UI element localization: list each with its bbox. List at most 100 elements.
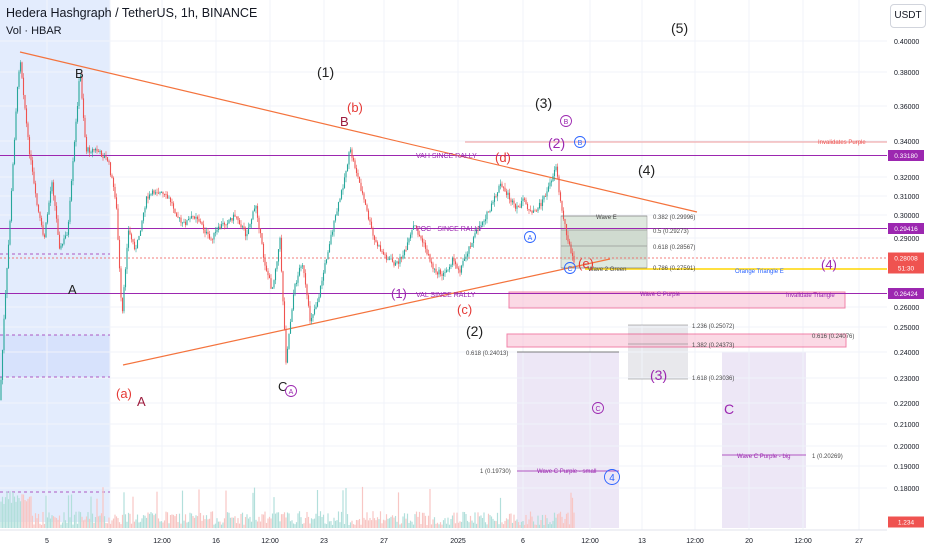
volume-bar xyxy=(463,512,466,528)
candle-body xyxy=(138,235,140,241)
candle-body xyxy=(294,283,296,295)
volume-bar xyxy=(256,521,259,528)
candle-body xyxy=(379,245,382,251)
candle-body xyxy=(177,216,179,218)
candle-body xyxy=(180,217,182,223)
candle-body xyxy=(439,269,442,275)
candle-body xyxy=(405,249,407,251)
price-tag-bg xyxy=(888,516,924,528)
candle-body xyxy=(78,81,80,107)
volume-bar xyxy=(439,522,442,528)
volume-bar xyxy=(84,519,86,528)
volume-bar xyxy=(163,520,166,528)
volume-bar xyxy=(102,487,104,528)
volume-bar xyxy=(450,519,452,528)
candle-body xyxy=(318,296,320,303)
candle-body xyxy=(361,190,364,194)
candle-body xyxy=(313,309,316,315)
volume-bar xyxy=(411,521,413,528)
candle-body xyxy=(258,217,260,229)
volume-bar xyxy=(477,512,479,528)
volume-bar xyxy=(265,522,268,528)
volume-bar xyxy=(255,519,257,528)
volume-bar xyxy=(138,522,140,528)
candle-body xyxy=(54,195,56,206)
volume-bar xyxy=(286,512,289,528)
candle-body xyxy=(426,248,428,255)
volume-bar xyxy=(295,522,298,528)
volume-bar xyxy=(340,511,343,528)
volume-bar xyxy=(13,496,16,528)
candle-body xyxy=(277,249,280,262)
volume-bar xyxy=(546,518,548,528)
volume-bar xyxy=(159,521,161,528)
candle-body xyxy=(216,229,218,232)
candle-body xyxy=(271,287,274,289)
volume-bar xyxy=(465,514,467,528)
circled-b-1: B xyxy=(564,119,569,126)
volume-bar xyxy=(307,516,310,528)
volume-bar xyxy=(19,501,22,528)
candle-body xyxy=(504,187,506,192)
volume-bar xyxy=(480,515,482,528)
volume-bar xyxy=(151,513,154,528)
volume-bar xyxy=(319,511,322,528)
candle-body xyxy=(460,265,463,273)
time-tick-label: 12:00 xyxy=(686,538,704,545)
candle-body xyxy=(529,210,532,212)
price-tick-label: 0.18000 xyxy=(894,486,919,493)
candle-body xyxy=(118,239,121,269)
time-axis[interactable] xyxy=(0,530,887,550)
candle-body xyxy=(516,205,518,209)
candle-body xyxy=(466,253,469,257)
volume-bar xyxy=(180,523,182,528)
volume-bar xyxy=(148,513,151,528)
volume-bar xyxy=(547,524,550,528)
candle-body xyxy=(435,268,437,273)
price-tick-label: 0.25000 xyxy=(894,325,919,332)
candle-body xyxy=(478,225,481,231)
volume-bar xyxy=(409,520,412,528)
candle-body xyxy=(354,160,356,168)
volume-bar xyxy=(57,519,59,528)
circle-a-2 xyxy=(524,231,536,243)
candle-body xyxy=(99,150,101,153)
candle-body xyxy=(130,234,133,240)
candle-body xyxy=(418,234,421,237)
volume-bar xyxy=(187,521,190,528)
volume-bar xyxy=(109,523,112,528)
volume-bar xyxy=(556,514,559,528)
candle-body xyxy=(285,329,287,363)
candle-body xyxy=(255,206,257,209)
volume-bar xyxy=(384,520,386,528)
price-tick-label: 0.26000 xyxy=(894,305,919,312)
orange-triangle-e-label: Orange Triangle E xyxy=(735,269,784,275)
candle-body xyxy=(513,200,515,204)
volume-bar xyxy=(325,524,328,528)
volume-bar xyxy=(310,518,313,528)
candle-body xyxy=(340,190,343,199)
volume-bar xyxy=(3,503,5,528)
volume-bar xyxy=(220,524,223,528)
candle-body xyxy=(90,152,92,154)
volume-bar xyxy=(45,495,47,528)
volume-bar xyxy=(79,512,82,528)
circle-4 xyxy=(604,469,620,485)
wave-c-small-level-label: 1 (0.19730) xyxy=(480,469,511,475)
candle-body xyxy=(13,139,16,165)
volume-bar xyxy=(277,512,280,528)
candle-body xyxy=(543,196,545,200)
currency-button[interactable]: USDT xyxy=(890,4,926,28)
candle-body xyxy=(117,208,119,240)
candle-body xyxy=(454,261,457,265)
volume-bar xyxy=(123,492,125,528)
price-tick-label: 0.38000 xyxy=(894,70,919,77)
volume-bar xyxy=(453,512,455,528)
volume-indicator-label[interactable]: Vol · HBAR xyxy=(6,25,62,37)
candle-body xyxy=(357,172,359,177)
volume-bar xyxy=(301,523,304,528)
volume-bar xyxy=(142,515,145,528)
volume-bar xyxy=(385,514,388,528)
volume-bar xyxy=(403,513,406,528)
